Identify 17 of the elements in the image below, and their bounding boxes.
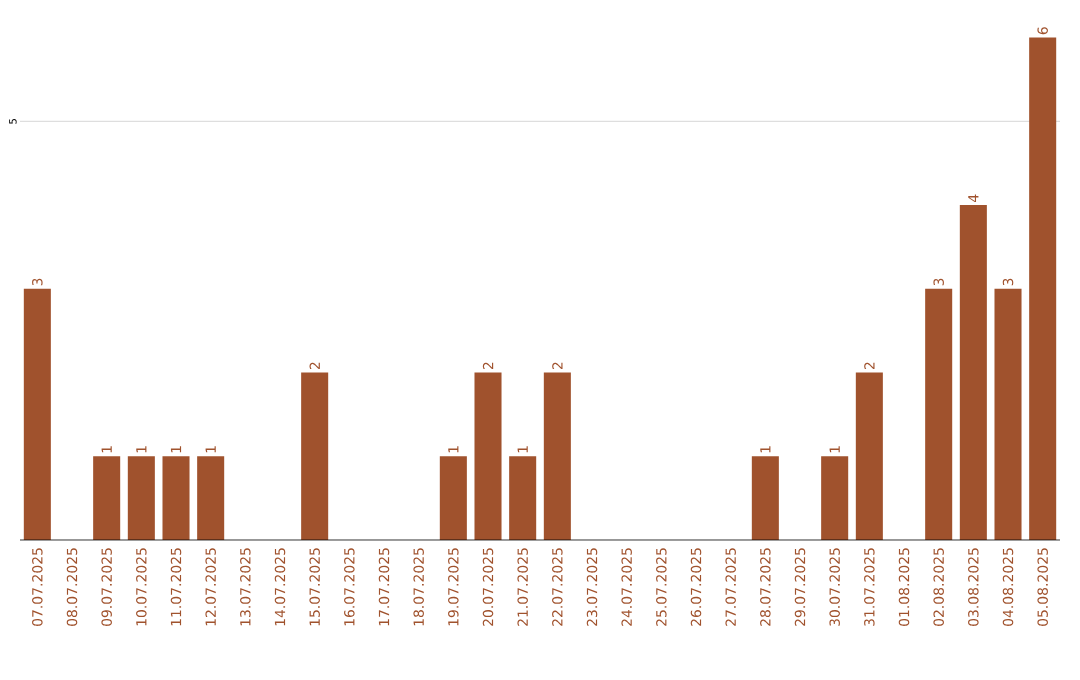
bar: [925, 288, 953, 540]
bar: [23, 288, 51, 540]
bar: [162, 456, 190, 540]
bar: [439, 456, 467, 540]
bar: [994, 288, 1022, 540]
bar: [474, 372, 502, 540]
bar: [821, 456, 849, 540]
bar: [1029, 37, 1057, 540]
bar: [959, 205, 987, 540]
bar: [301, 372, 329, 540]
bar: [543, 372, 571, 540]
bar: [127, 456, 155, 540]
bar: [93, 456, 121, 540]
bar: [751, 456, 779, 540]
bar: [509, 456, 537, 540]
bar: [197, 456, 225, 540]
bar: [855, 372, 883, 540]
